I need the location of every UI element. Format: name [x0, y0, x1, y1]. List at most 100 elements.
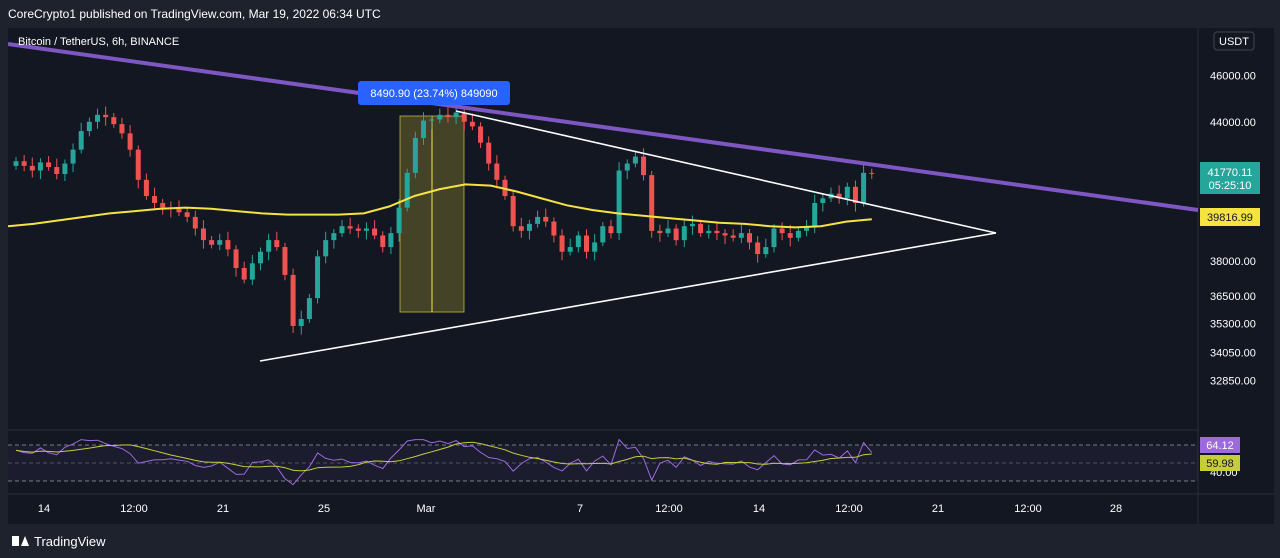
- candle: [844, 186, 850, 199]
- last-price-badge-bg: [1200, 162, 1260, 194]
- candle: [298, 319, 304, 326]
- candle: [624, 163, 630, 171]
- candle: [616, 170, 622, 234]
- candle: [372, 228, 378, 236]
- candle: [355, 228, 361, 231]
- candle: [200, 228, 206, 241]
- candle: [111, 117, 117, 125]
- candle: [315, 256, 321, 299]
- price-tick-label: 38000.00: [1210, 256, 1256, 268]
- price-tick-label: 46000.00: [1210, 70, 1256, 82]
- candle: [469, 121, 475, 127]
- candle: [225, 240, 231, 250]
- time-tick-label: 21: [217, 503, 229, 515]
- candle: [13, 161, 19, 166]
- chart-svg[interactable]: 8490.90 (23.74%) 849090 46000.00 44000.00 3…: [8, 28, 1274, 524]
- chart-area[interactable]: 8490.90 (23.74%) 849090 46000.00 44000.00 3…: [8, 28, 1274, 524]
- candle: [290, 274, 296, 326]
- candle: [771, 228, 777, 248]
- candle: [86, 121, 92, 132]
- ma-value-badge-bg: [1200, 208, 1260, 226]
- candle: [575, 235, 581, 248]
- time-tick-label: 12:00: [120, 503, 148, 515]
- candle: [804, 226, 810, 231]
- candle: [763, 247, 769, 255]
- candle: [70, 149, 76, 164]
- candle: [135, 149, 141, 180]
- candle: [347, 226, 353, 229]
- candle: [160, 203, 166, 208]
- candle: [282, 247, 288, 275]
- candle: [95, 114, 100, 122]
- time-tick-label: 14: [38, 503, 50, 515]
- time-tick-label: 28: [1110, 503, 1122, 515]
- candle: [209, 240, 215, 245]
- candle: [127, 133, 133, 150]
- candle: [445, 114, 451, 118]
- candle: [632, 156, 638, 164]
- candle: [323, 240, 329, 257]
- candle: [673, 228, 679, 241]
- candle: [698, 223, 704, 234]
- candle: [461, 112, 467, 122]
- candle: [119, 124, 125, 134]
- candle: [54, 167, 60, 174]
- candle: [363, 228, 369, 231]
- currency-badge-bg: [1213, 31, 1255, 51]
- candle: [29, 165, 35, 171]
- candle: [421, 120, 426, 139]
- candle: [730, 235, 736, 238]
- candle: [779, 228, 785, 234]
- candle: [266, 240, 272, 252]
- candle: [437, 114, 443, 120]
- rsi-value-label: 64.12: [1206, 440, 1234, 452]
- footer-brand: TradingView: [34, 533, 106, 549]
- candle: [192, 216, 198, 229]
- candle: [429, 119, 435, 121]
- candle: [641, 156, 647, 176]
- measure-label: 8490.90 (23.74%) 849090: [370, 88, 497, 100]
- price-tick-label: 36500.00: [1210, 291, 1256, 303]
- ma-value-label: 39816.99: [1207, 212, 1253, 224]
- time-tick-label: 25: [318, 503, 330, 515]
- candle: [306, 298, 312, 319]
- candle: [396, 207, 402, 234]
- countdown-label: 05:25:10: [1209, 180, 1252, 192]
- candle: [453, 112, 459, 118]
- candle: [62, 163, 68, 174]
- candle: [657, 230, 663, 234]
- price-tick-label: 35300.00: [1210, 319, 1256, 331]
- candle: [559, 235, 565, 252]
- time-tick-label: 7: [577, 503, 583, 515]
- descending-trendline: [8, 42, 1199, 212]
- currency-badge: USDT: [1219, 36, 1249, 48]
- candle: [649, 175, 655, 231]
- candle: [103, 114, 109, 118]
- rsi-ma-value-label-bg: [1200, 455, 1240, 471]
- moving-average-line: [8, 183, 872, 229]
- candle: [787, 233, 793, 238]
- candle: [478, 126, 484, 143]
- candle: [869, 172, 875, 174]
- candle: [46, 162, 52, 168]
- candle: [380, 235, 386, 248]
- candle: [747, 233, 752, 243]
- candle: [714, 230, 720, 234]
- candle: [494, 163, 500, 180]
- candle: [600, 226, 606, 243]
- candle: [755, 242, 761, 255]
- candle: [592, 242, 598, 252]
- candle: [152, 196, 158, 203]
- candle: [681, 226, 687, 241]
- candle: [812, 203, 818, 227]
- candle: [518, 226, 524, 231]
- candle: [738, 233, 744, 238]
- candle: [258, 251, 263, 264]
- rsi-value-label-bg: [1200, 437, 1240, 453]
- tradingview-logo-icon: [12, 536, 29, 546]
- candle: [21, 161, 27, 166]
- candle: [543, 216, 549, 222]
- candle: [404, 172, 410, 208]
- candle: [608, 226, 614, 234]
- candle: [836, 193, 842, 199]
